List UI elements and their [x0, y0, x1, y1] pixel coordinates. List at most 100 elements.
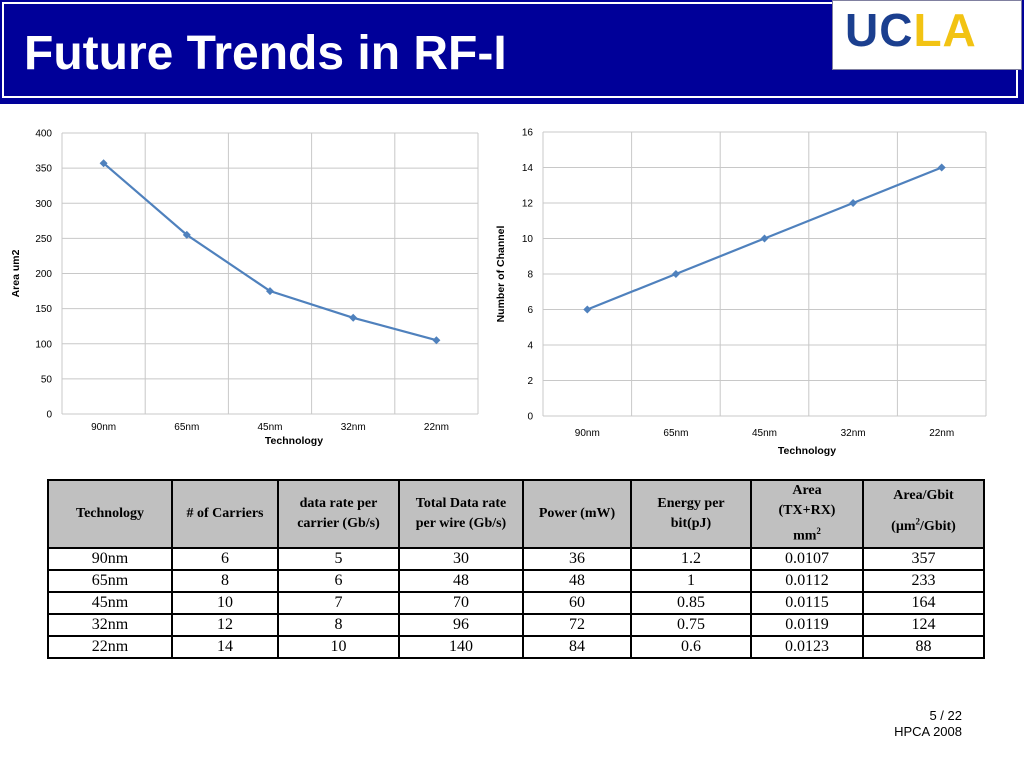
table-cell: 357 [862, 547, 985, 571]
table-cell: 22nm [47, 635, 173, 659]
channel-chart: 0 2 4 6 8 10 12 14 16 90nm 65nm 45nm 32nm 22nm Technol… [495, 128, 987, 457]
y-tick-label: 50 [41, 374, 53, 385]
y-tick-label: 4 [527, 341, 533, 352]
slide-title: Future Trends in RF-I [24, 27, 507, 80]
table-cell: 5 [277, 547, 400, 571]
header-power: Power (mW) [522, 479, 632, 549]
table-cell: 140 [398, 635, 524, 659]
x-tick-label: 32nm [341, 422, 366, 433]
table-cell: 90nm [47, 547, 173, 571]
table-cell: 70 [398, 591, 524, 615]
table-cell: 0.0107 [750, 547, 864, 571]
data-point [266, 287, 274, 296]
table-cell: 10 [277, 635, 400, 659]
logo-uc: UC [845, 4, 914, 56]
table-cell: 65nm [47, 569, 173, 593]
table-cell: 72 [522, 613, 632, 637]
y-tick-label: 12 [522, 199, 534, 210]
x-tick-label: 65nm [663, 428, 688, 439]
header-area-per-gbit: Area/Gbit (µm2/Gbit) [862, 479, 985, 549]
x-tick-label: 90nm [91, 422, 116, 433]
table-cell: 0.6 [630, 635, 752, 659]
y-tick-label: 350 [35, 164, 52, 175]
technology-table: Technology # of Carriers data rate per ca… [47, 479, 985, 659]
table-cell: 96 [398, 613, 524, 637]
header-data-rate: data rate per carrier (Gb/s) [277, 479, 400, 549]
y-tick-label: 0 [46, 410, 52, 421]
table-cell: 32nm [47, 613, 173, 637]
data-point [760, 234, 769, 243]
table-cell: 48 [522, 569, 632, 593]
table-cell: 0.0119 [750, 613, 864, 637]
x-tick-label: 45nm [752, 428, 777, 439]
table-cell: 84 [522, 635, 632, 659]
header-total-data-rate: Total Data rate per wire (Gb/s) [398, 479, 524, 549]
table-cell: 7 [277, 591, 400, 615]
table-cell: 88 [862, 635, 985, 659]
table-cell: 60 [522, 591, 632, 615]
table-cell: 36 [522, 547, 632, 571]
table-cell: 1 [630, 569, 752, 593]
table-cell: 10 [171, 591, 279, 615]
data-point [583, 305, 592, 314]
table-row: 65nm 8 6 48 48 1 0.0112 233 [47, 569, 985, 593]
table-cell: 0.0112 [750, 569, 864, 593]
y-axis-title: Number of Channel [495, 226, 507, 323]
series-line [102, 162, 437, 342]
y-tick-label: 300 [35, 199, 52, 210]
header-energy: Energy per bit(pJ) [630, 479, 752, 549]
table-cell: 6 [277, 569, 400, 593]
table-row: 90nm 6 5 30 36 1.2 0.0107 357 [47, 547, 985, 571]
y-tick-label: 10 [522, 234, 534, 245]
page-number: 5 / 22 [929, 708, 962, 723]
table-cell: 8 [277, 613, 400, 637]
table-cell: 164 [862, 591, 985, 615]
header-area: Area (TX+RX) mm2 [750, 479, 864, 549]
table-cell: 6 [171, 547, 279, 571]
slide-footer: 5 / 22 HPCA 2008 [894, 708, 962, 740]
header-technology: Technology [47, 479, 173, 549]
y-tick-label: 200 [35, 269, 52, 280]
y-axis-title: Area um2 [10, 249, 22, 297]
y-tick-label: 0 [527, 412, 533, 423]
data-point [671, 270, 680, 278]
table-header-row: Technology # of Carriers data rate per ca… [47, 479, 985, 549]
data-point [349, 313, 358, 322]
data-point [99, 159, 108, 168]
table-row: 45nm 10 7 70 60 0.85 0.0115 164 [47, 591, 985, 615]
table-cell: 124 [862, 613, 985, 637]
x-tick-label: 90nm [575, 428, 600, 439]
area-chart: 0 50 100 150 200 250 300 350 400 90nm 65nm 45nm 32nm… [10, 129, 479, 447]
ucla-logo-text: UCLA [845, 7, 977, 53]
table-row: 22nm 14 10 140 84 0.6 0.0123 88 [47, 635, 985, 659]
table-cell: 0.75 [630, 613, 752, 637]
y-tick-label: 150 [35, 304, 52, 315]
header-carriers: # of Carriers [171, 479, 279, 549]
data-point [937, 163, 946, 172]
title-bar: Future Trends in RF-I UCLA [0, 0, 1024, 104]
x-axis-title: Technology [778, 445, 836, 457]
table-cell: 0.85 [630, 591, 752, 615]
y-tick-label: 100 [35, 339, 52, 350]
y-tick-label: 250 [35, 234, 52, 245]
table-cell: 45nm [47, 591, 173, 615]
y-tick-label: 16 [522, 128, 534, 139]
table-cell: 1.2 [630, 547, 752, 571]
x-tick-label: 65nm [174, 422, 199, 433]
table-body: 90nm 6 5 30 36 1.2 0.0107 357 65nm 8 6 48 48 1 0.0112 2… [47, 547, 985, 659]
y-tick-label: 400 [35, 129, 52, 140]
table-cell: 0.0123 [750, 635, 864, 659]
x-tick-label: 22nm [424, 422, 449, 433]
y-tick-label: 14 [522, 163, 534, 174]
x-tick-label: 32nm [841, 428, 866, 439]
table-cell: 48 [398, 569, 524, 593]
data-point [432, 336, 441, 345]
table-row: 32nm 12 8 96 72 0.75 0.0119 124 [47, 613, 985, 637]
data-point [849, 199, 858, 207]
conference-name: HPCA 2008 [894, 724, 962, 739]
table-cell: 30 [398, 547, 524, 571]
table-cell: 0.0115 [750, 591, 864, 615]
x-tick-label: 45nm [257, 422, 282, 433]
y-tick-label: 2 [527, 376, 533, 387]
ucla-logo: UCLA [832, 0, 1022, 70]
